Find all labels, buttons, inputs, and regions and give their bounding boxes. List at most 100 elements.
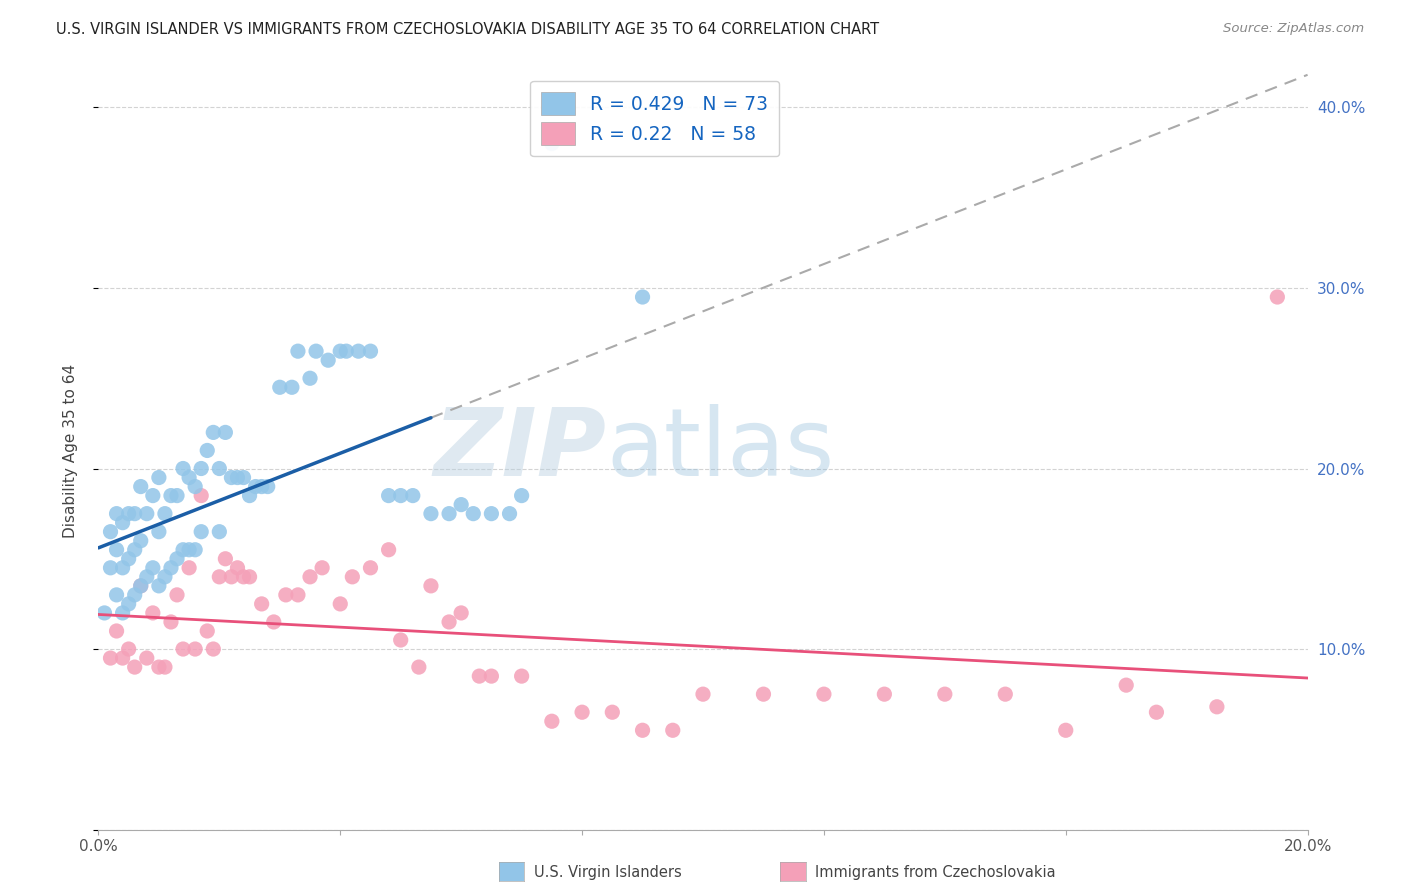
Point (142, 606, 165, 620)
Point (752, 687, 775, 701)
Point (166, 551, 188, 566)
Point (239, 489, 262, 503)
Point (105, 507, 128, 521)
Point (571, 705, 593, 719)
Point (118, 597, 141, 611)
Point (153, 507, 176, 521)
Point (214, 425, 236, 440)
Point (179, 542, 201, 557)
Point (245, 479, 267, 493)
Point (226, 561, 249, 575)
Point (360, 344, 382, 359)
Point (129, 579, 152, 593)
Legend: R = 0.429   N = 73, R = 0.22   N = 58: R = 0.429 N = 73, R = 0.22 N = 58 (530, 81, 779, 156)
Point (208, 524, 231, 539)
Point (377, 542, 399, 557)
Point (111, 651, 134, 665)
Point (208, 461, 231, 475)
Point (184, 479, 207, 493)
Point (153, 570, 176, 584)
Point (269, 380, 291, 394)
Point (124, 542, 146, 557)
Point (100, 561, 122, 575)
Point (256, 479, 278, 493)
Point (105, 624, 128, 638)
Point (148, 470, 170, 484)
Point (1206, 699, 1229, 714)
Point (1267, 290, 1289, 304)
Point (602, 705, 624, 719)
Point (111, 561, 134, 575)
Point (934, 687, 956, 701)
Text: ZIP: ZIP (433, 404, 606, 497)
Point (195, 443, 218, 458)
Point (274, 588, 297, 602)
Point (450, 606, 472, 620)
Point (360, 561, 382, 575)
Point (221, 470, 243, 484)
Point (105, 588, 128, 602)
Point (105, 542, 128, 557)
Point (129, 533, 152, 548)
Point (347, 344, 370, 359)
Point (190, 461, 212, 475)
Point (179, 561, 201, 575)
Point (221, 570, 243, 584)
Point (468, 669, 491, 683)
Point (481, 507, 503, 521)
Point (329, 597, 352, 611)
Point (305, 344, 328, 359)
Point (214, 551, 236, 566)
Point (226, 470, 249, 484)
Point (202, 425, 225, 440)
Point (129, 579, 152, 593)
Text: Immigrants from Czechoslovakia: Immigrants from Czechoslovakia (815, 865, 1056, 880)
Point (166, 588, 188, 602)
Point (631, 723, 654, 738)
Point (124, 507, 146, 521)
Point (135, 651, 157, 665)
Point (263, 615, 285, 629)
Point (142, 489, 165, 503)
Point (190, 489, 212, 503)
Point (184, 542, 207, 557)
Point (389, 489, 412, 503)
Point (281, 380, 304, 394)
Point (148, 524, 170, 539)
Point (450, 498, 472, 512)
Point (160, 615, 183, 629)
Text: U.S. Virgin Islanders: U.S. Virgin Islanders (534, 865, 682, 880)
Point (299, 570, 322, 584)
Point (172, 542, 194, 557)
Point (239, 570, 262, 584)
Point (124, 660, 146, 674)
Point (692, 687, 714, 701)
Point (335, 344, 357, 359)
Point (661, 723, 683, 738)
Point (118, 551, 141, 566)
Point (172, 461, 194, 475)
Point (172, 642, 194, 657)
Point (299, 371, 322, 385)
Point (232, 570, 254, 584)
Point (148, 579, 170, 593)
Point (813, 687, 835, 701)
Point (160, 489, 183, 503)
Point (202, 642, 225, 657)
Point (124, 588, 146, 602)
Point (510, 669, 533, 683)
Point (377, 489, 399, 503)
Point (420, 507, 443, 521)
Point (118, 507, 141, 521)
Point (232, 470, 254, 484)
Point (100, 524, 122, 539)
Point (135, 570, 157, 584)
Point (148, 660, 170, 674)
Point (540, 714, 562, 729)
Point (93, 606, 115, 620)
Point (250, 597, 273, 611)
Point (437, 615, 460, 629)
Point (111, 516, 134, 530)
Point (311, 561, 333, 575)
Text: U.S. VIRGIN ISLANDER VS IMMIGRANTS FROM CZECHOSLOVAKIA DISABILITY AGE 35 TO 64 C: U.S. VIRGIN ISLANDER VS IMMIGRANTS FROM … (56, 22, 879, 37)
